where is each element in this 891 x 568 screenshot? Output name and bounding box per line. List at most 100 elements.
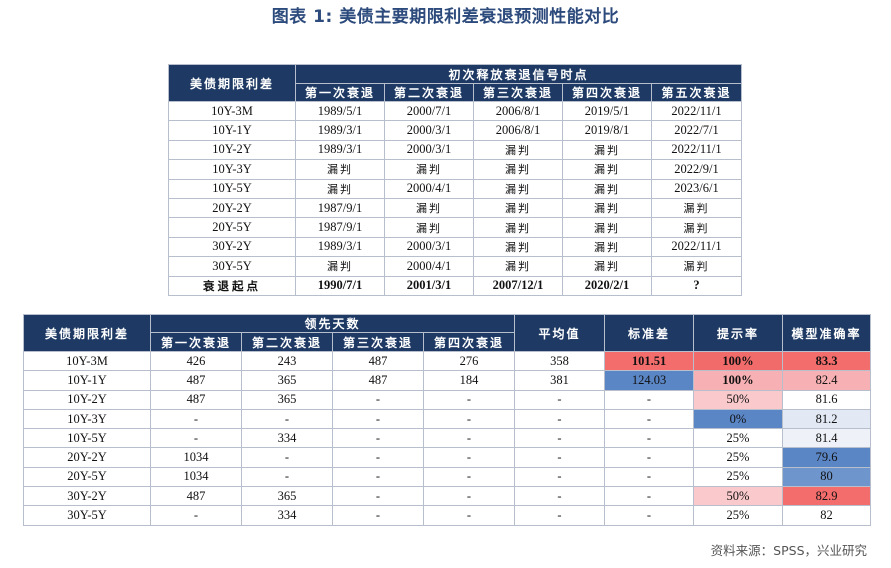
lead-days-cell: - (150, 505, 242, 526)
spread-label: 20Y-5Y (23, 466, 151, 488)
t1-group-header: 初次释放衰退信号时点 (295, 64, 742, 84)
spread-label: 10Y-3Y (168, 159, 296, 180)
lead-days-cell: - (332, 486, 424, 507)
signal-date-cell: 1989/3/1 (295, 139, 385, 161)
signal-date-cell: 漏判 (562, 178, 652, 199)
t2-col-header: 第二次衰退 (241, 332, 333, 352)
signal-date-cell: 1989/3/1 (295, 236, 385, 258)
spread-label: 30Y-2Y (168, 236, 296, 258)
signal-date-cell: 漏判 (473, 256, 563, 277)
accuracy-cell: 79.6 (782, 447, 872, 468)
signal-date-cell: 1987/9/1 (295, 217, 385, 238)
spread-label: 10Y-3M (23, 350, 151, 372)
signal-date-cell: 2000/3/1 (384, 236, 474, 258)
hit-rate-cell: 25% (693, 447, 784, 468)
spread-label: 30Y-2Y (23, 486, 151, 507)
lead-days-cell: 1034 (150, 466, 242, 488)
spread-label: 20Y-2Y (168, 197, 296, 219)
lead-days-cell: 487 (332, 370, 424, 391)
hit-rate-cell: 25% (693, 505, 784, 526)
std-dev-cell: 101.51 (604, 350, 695, 372)
t1-col-header: 第二次衰退 (384, 83, 474, 102)
spread-label: 10Y-5Y (23, 428, 151, 449)
signal-date-cell: 漏判 (384, 217, 474, 238)
t2-header-avg: 平均值 (514, 314, 606, 352)
accuracy-cell: 82.9 (782, 486, 872, 507)
spread-label: 10Y-3M (168, 100, 296, 122)
signal-date-cell: 漏判 (473, 217, 563, 238)
lead-days-cell: - (332, 466, 424, 488)
recession-start-cell: ? (651, 275, 742, 296)
accuracy-cell: 82 (782, 505, 872, 526)
signal-date-cell: 漏判 (384, 159, 474, 180)
lead-days-cell: - (422, 408, 516, 430)
accuracy-cell: 83.3 (782, 350, 872, 372)
lead-days-cell: 426 (150, 350, 242, 372)
lead-days-cell: 365 (241, 370, 333, 391)
signal-date-cell: 2000/3/1 (384, 120, 474, 141)
signal-timing-table: 美债期限利差 初次释放衰退信号时点 第一次衰退 第二次衰退 第三次衰退 第四次衰退 第五… (168, 64, 742, 296)
std-dev-cell: - (604, 466, 695, 488)
accuracy-cell: 82.4 (782, 370, 872, 391)
source-note: 资料来源：SPSS，兴业研究 (710, 543, 867, 558)
accuracy-cell: 81.2 (782, 408, 872, 430)
t2-header-std: 标准差 (604, 314, 695, 352)
signal-date-cell: 漏判 (473, 236, 563, 258)
lead-days-cell: - (332, 389, 424, 410)
hit-rate-cell: 50% (693, 389, 784, 410)
average-cell: 381 (514, 370, 606, 391)
lead-days-cell: 334 (241, 428, 333, 449)
signal-date-cell: 漏判 (473, 139, 563, 161)
signal-date-cell: 漏判 (384, 197, 474, 219)
signal-date-cell: 漏判 (295, 159, 385, 180)
spread-label: 20Y-5Y (168, 217, 296, 238)
std-dev-cell: - (604, 486, 695, 507)
signal-date-cell: 漏判 (473, 178, 563, 199)
lead-days-cell: - (150, 408, 242, 430)
lead-days-cell: - (241, 408, 333, 430)
t2-col-header: 第四次衰退 (422, 332, 516, 352)
recession-start-cell: 2020/2/1 (562, 275, 652, 296)
lead-days-cell: - (422, 389, 516, 410)
spread-label: 10Y-2Y (23, 389, 151, 410)
lead-days-cell: 487 (150, 370, 242, 391)
hit-rate-cell: 100% (693, 350, 784, 372)
signal-date-cell: 漏判 (562, 256, 652, 277)
hit-rate-cell: 100% (693, 370, 784, 391)
table-row: 30Y-2Y 487 365- - - -50% 82.9 (23, 486, 872, 507)
signal-date-cell: 2000/4/1 (384, 178, 474, 199)
spread-label: 30Y-5Y (23, 505, 151, 526)
average-cell: - (514, 466, 606, 488)
std-dev-cell: - (604, 389, 695, 410)
t2-row-header: 美债期限利差 (23, 314, 151, 352)
spread-label: 10Y-2Y (168, 139, 296, 161)
signal-date-cell: 1989/3/1 (295, 120, 385, 141)
signal-date-cell: 2022/11/1 (651, 236, 742, 258)
t2-col-header: 第一次衰退 (150, 332, 242, 352)
std-dev-cell: - (604, 428, 695, 449)
table-row: 10Y-5Y 漏判 2000/4/1 漏判 漏判 2023/6/1 (168, 178, 742, 199)
signal-date-cell: 漏判 (473, 197, 563, 219)
lead-days-cell: - (422, 428, 516, 449)
spread-label: 10Y-5Y (168, 178, 296, 199)
table-row: 10Y-3Y 漏判 漏判 漏判 漏判 2022/9/1 (168, 159, 742, 180)
signal-date-cell: 漏判 (562, 217, 652, 238)
signal-date-cell: 2022/11/1 (651, 100, 742, 122)
table-row: 10Y-1Y 487 365 487 184 381 124.03 100% 82.4 (23, 370, 872, 391)
table-row: 20Y-2Y 1987/9/1 漏判 漏判 漏判 漏判 (168, 197, 742, 219)
std-dev-cell: - (604, 447, 695, 468)
lead-days-cell: 487 (150, 486, 242, 507)
accuracy-cell: 81.6 (782, 389, 872, 410)
hit-rate-cell: 25% (693, 466, 784, 488)
table-row: 20Y-5Y 1034- - - - -25% 80 (23, 466, 872, 488)
average-cell: - (514, 389, 606, 410)
table-row: 10Y-5Y -334- - - -25% 81.4 (23, 428, 872, 449)
table-row: 10Y-3Y - - - - - -0% 81.2 (23, 408, 872, 430)
spread-label: 30Y-5Y (168, 256, 296, 277)
recession-start-row: 衰退起点 1990/7/1 2001/3/1 2007/12/1 2020/2/1? (168, 275, 742, 296)
signal-date-cell: 漏判 (295, 256, 385, 277)
signal-date-cell: 漏判 (562, 159, 652, 180)
signal-date-cell: 2006/8/1 (473, 120, 563, 141)
signal-date-cell: 2023/6/1 (651, 178, 742, 199)
signal-date-cell: 2000/7/1 (384, 100, 474, 122)
